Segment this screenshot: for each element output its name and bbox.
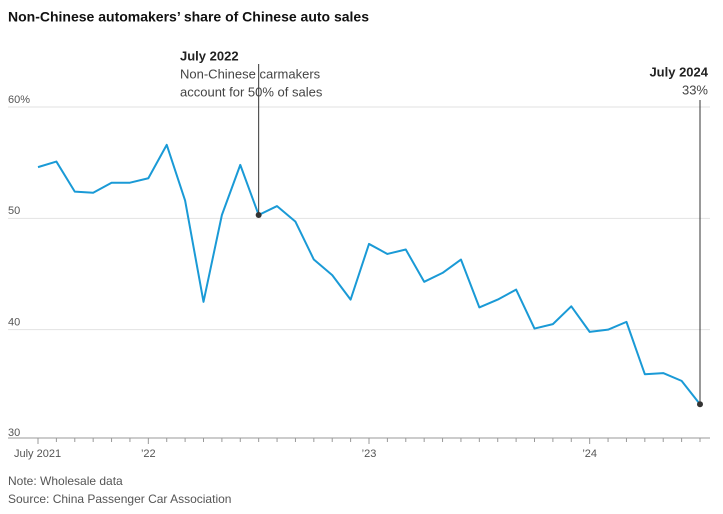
x-tick-label: ’23 bbox=[362, 448, 377, 460]
y-tick-label: 40 bbox=[8, 317, 20, 329]
x-tick-label: ’24 bbox=[582, 448, 597, 460]
annotation-text: Non-Chinese carmakers bbox=[180, 66, 321, 81]
annotation-text: account for 50% of sales bbox=[180, 84, 323, 99]
annotation-title: July 2022 bbox=[180, 48, 239, 63]
source: Source: China Passenger Car Association bbox=[8, 492, 231, 506]
chart-title: Non-Chinese automakers’ share of Chinese… bbox=[8, 9, 369, 25]
x-tick-label: ’22 bbox=[141, 448, 156, 460]
annotation-dot bbox=[255, 211, 262, 218]
note: Note: Wholesale data bbox=[8, 474, 123, 488]
annotation-dot bbox=[697, 401, 703, 408]
y-tick-label: 30 bbox=[8, 427, 20, 439]
annotation-text: 33% bbox=[682, 82, 708, 97]
line-series bbox=[37, 143, 701, 405]
annotation-title: July 2024 bbox=[649, 64, 708, 79]
y-tick-label: 50 bbox=[8, 205, 20, 217]
y-tick-label: 60% bbox=[8, 94, 30, 106]
x-tick-label: July 2021 bbox=[14, 448, 61, 460]
